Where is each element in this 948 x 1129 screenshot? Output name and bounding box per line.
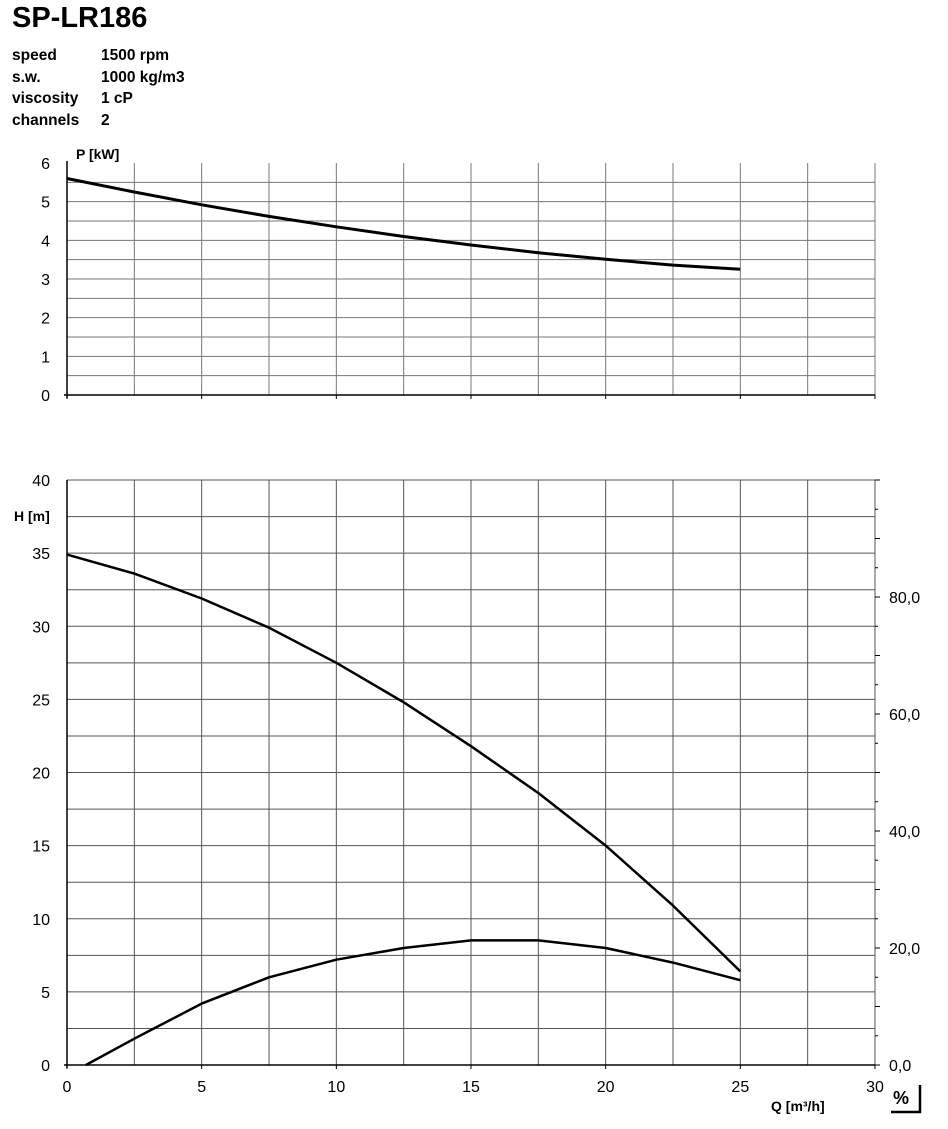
y-tick-label: 3 — [41, 272, 50, 289]
flow-axis-label: Q [m³/h] — [771, 1098, 825, 1114]
spec-key: s.w. — [12, 68, 41, 86]
y-tick-label: 20 — [32, 766, 50, 783]
y2-tick-label: 60,0 — [889, 707, 920, 724]
x-tick-label: 25 — [731, 1079, 749, 1096]
efficiency-curve — [85, 939, 741, 1067]
head-axis-label: H [m] — [14, 508, 50, 524]
x-tick-label: 15 — [462, 1079, 480, 1096]
y-tick-label: 35 — [32, 546, 50, 563]
y-tick-label: 25 — [32, 692, 50, 709]
percent-bracket — [891, 1085, 922, 1114]
x-tick-label: 10 — [327, 1079, 345, 1096]
y-tick-label: 4 — [41, 233, 50, 250]
y-tick-label: 5 — [41, 985, 50, 1002]
spec-row-viscosity: viscosity 1 cP — [12, 88, 185, 110]
spec-list: speed 1500 rpm s.w. 1000 kg/m3 viscosity… — [12, 45, 185, 131]
head-y-ticks: 0 5 10 15 20 25 30 35 40 — [32, 473, 50, 1075]
power-curve — [66, 177, 741, 271]
y-tick-label: 6 — [41, 156, 50, 173]
spec-row-speed: speed 1500 rpm — [12, 45, 185, 67]
power-curves — [66, 177, 741, 271]
y-tick-label: 15 — [32, 839, 50, 856]
y2-tick-label: 0,0 — [889, 1058, 911, 1075]
y-tick-label: 30 — [32, 619, 50, 636]
head-curve — [66, 553, 742, 973]
spec-value: 1 cP — [101, 90, 133, 107]
power-y-ticks: 0 1 2 3 4 5 6 — [41, 156, 50, 405]
spec-row-channels: channels 2 — [12, 110, 185, 132]
efficiency-y-ticks: 0,0 20,0 40,0 60,0 80,0 — [889, 590, 920, 1075]
y-tick-label: 5 — [41, 195, 50, 212]
spec-value: 2 — [101, 111, 110, 129]
power-chart: 0 1 2 3 4 5 6 P [kW] — [41, 146, 876, 405]
power-axis-label: P [kW] — [76, 146, 119, 162]
y2-tick-label: 20,0 — [889, 941, 920, 958]
head-grid — [64, 479, 880, 1069]
y-tick-label: 2 — [41, 311, 50, 328]
y-tick-label: 1 — [41, 349, 50, 366]
y-tick-label: 10 — [32, 912, 50, 929]
pump-model-title: SP-LR186 — [12, 2, 148, 34]
efficiency-axis-label: % — [893, 1088, 909, 1108]
head-chart: 0 5 10 15 20 25 30 35 40 0 5 10 15 20 25 30 0,0 20,0 40,… — [14, 473, 922, 1114]
spec-key: channels — [12, 111, 80, 129]
y-tick-label: 0 — [41, 388, 50, 405]
x-tick-label: 0 — [63, 1079, 72, 1096]
spec-value: 1500 rpm — [101, 47, 170, 64]
x-tick-label: 30 — [866, 1079, 884, 1096]
power-grid — [64, 161, 876, 399]
spec-key: speed — [12, 47, 57, 64]
spec-key: viscosity — [12, 90, 79, 107]
y2-tick-label: 80,0 — [889, 590, 920, 607]
spec-value: 1000 kg/m3 — [101, 68, 185, 86]
y-tick-label: 40 — [32, 473, 50, 490]
y-tick-label: 0 — [41, 1058, 50, 1075]
flow-x-ticks: 0 5 10 15 20 25 30 — [63, 1079, 884, 1096]
y2-tick-label: 40,0 — [889, 824, 920, 841]
spec-row-sw: s.w. 1000 kg/m3 — [12, 67, 185, 89]
x-tick-label: 20 — [597, 1079, 615, 1096]
head-curves — [66, 553, 742, 1067]
x-tick-label: 5 — [197, 1079, 206, 1096]
